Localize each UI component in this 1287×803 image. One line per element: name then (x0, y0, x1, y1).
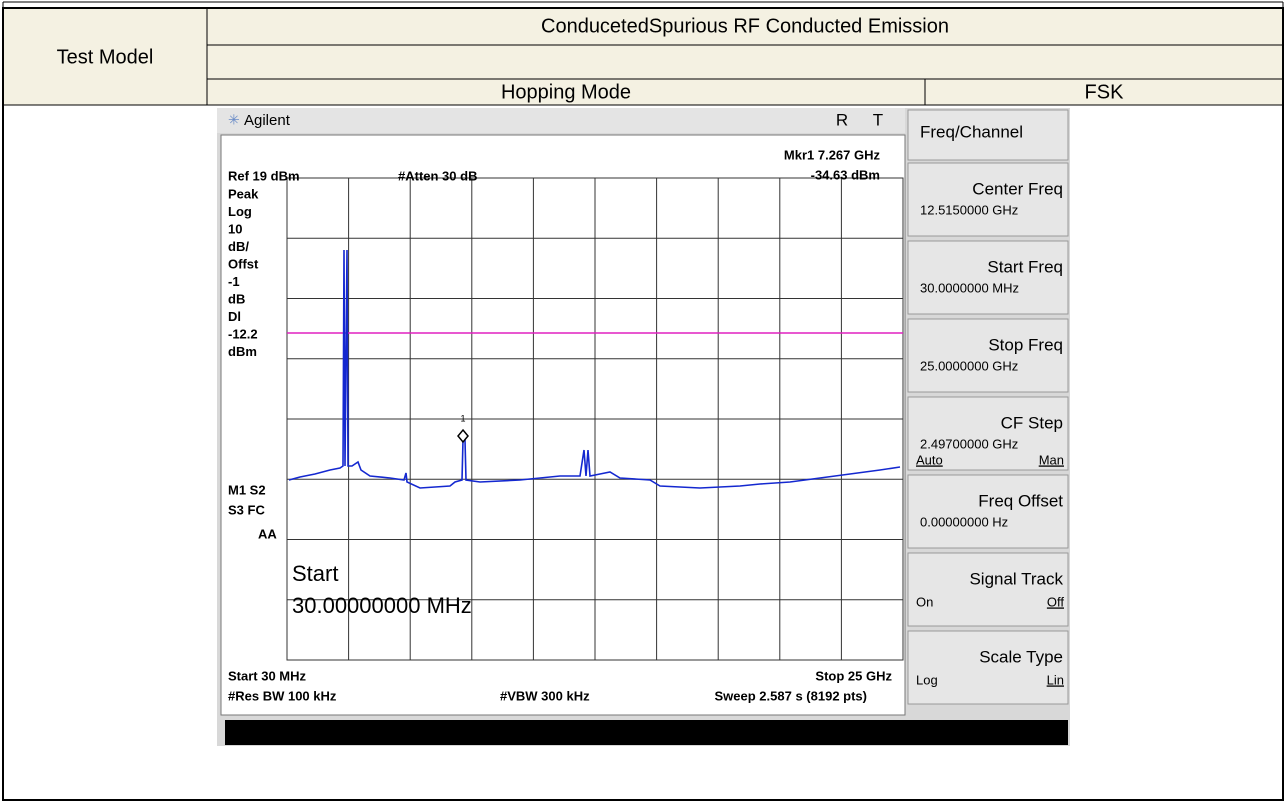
softkey (907, 396, 1069, 471)
status: R (836, 110, 848, 129)
cell (207, 9, 1282, 105)
softkey (907, 630, 1069, 705)
softkey-value: 30.0000000 MHz (920, 280, 1019, 295)
logo: ✳ (228, 112, 240, 128)
start-annotation: 30.00000000 MHz (292, 593, 472, 618)
start-annotation: Start (292, 561, 338, 586)
softkey-option: On (916, 594, 933, 609)
left-labels: Peak Log 10 dB/Offst -1 dB Dl -12.2 dBm M1 S2 S3 F… (228, 186, 277, 541)
marker: Mkr1 7.267 GHz (784, 147, 881, 162)
left-label: dB (228, 291, 245, 306)
status: T (873, 110, 883, 129)
stop: Stop 25 GHz (815, 668, 892, 683)
start: Start 30 MHz (228, 668, 307, 683)
status-bar (225, 720, 1068, 745)
softkey-label: Freq Offset (978, 491, 1063, 510)
display (220, 134, 906, 716)
grid (286, 177, 904, 661)
left-label: Offst (228, 256, 259, 271)
softkey-option: Log (916, 672, 938, 687)
brand: Agilent (244, 112, 291, 129)
softkey-label: Center Freq (972, 179, 1063, 198)
softkey-title: Freq/Channel (920, 122, 1023, 141)
mode-label: M1 S2 (228, 482, 266, 497)
softkey-option: Man (1039, 452, 1064, 467)
softkey-option: Lin (1047, 672, 1064, 687)
mode-label: S3 FC (228, 502, 265, 517)
softkey-value: 25.0000000 GHz (920, 358, 1018, 373)
softkey-option: Auto (916, 452, 943, 467)
mode: Hopping Mode (501, 81, 631, 103)
sweep: Sweep 2.587 s (8192 pts) (715, 688, 867, 703)
rbw: #Res BW 100 kHz (228, 688, 337, 703)
left-label: dB/ (228, 239, 249, 254)
left-label: Peak (228, 186, 259, 201)
softkey (907, 552, 1069, 627)
left-label: -12.2 (228, 326, 258, 341)
softkey-label: Scale Type (979, 647, 1063, 666)
softkey (907, 162, 1069, 237)
analyzer-screen: ✳ Agilent R T Mkr1 7.267 GHz -34.63 dBm … (217, 108, 1070, 746)
softkey-label: Start Freq (987, 257, 1063, 276)
softkey (907, 318, 1069, 393)
left-label: Log (228, 204, 252, 219)
softkeys: Center Freq 12.5150000 GHz Start Freq 30.00… (907, 162, 1069, 705)
atten: #Atten 30 dB (398, 168, 477, 183)
softkey (907, 240, 1069, 315)
softkey-value: 12.5150000 GHz (920, 202, 1018, 217)
softkey-label: CF Step (1001, 413, 1063, 432)
softkey-option: Off (1047, 594, 1064, 609)
softkey (907, 474, 1069, 549)
top-bar (217, 108, 905, 133)
modulation: FSK (1085, 81, 1125, 103)
cell (4, 9, 207, 105)
left-label: 10 (228, 221, 242, 236)
softkey-title-box (907, 109, 1069, 161)
mode-label: AA (258, 526, 277, 541)
marker-number: 1 (460, 413, 465, 423)
left-label: Dl (228, 309, 241, 324)
softkey-value: 0.00000000 Hz (920, 514, 1008, 529)
marker-level: -34.63 dBm (811, 167, 880, 182)
softkey-value: 2.49700000 GHz (920, 436, 1018, 451)
softkey-label: Stop Freq (988, 335, 1063, 354)
vbw: #VBW 300 kHz (500, 688, 590, 703)
softkey-label: Signal Track (969, 569, 1063, 588)
marker-symbol (457, 428, 469, 444)
title: ConducetedSpurious RF Conducted Emission (541, 15, 949, 37)
left-label: -1 (228, 274, 240, 289)
ref: Ref 19 dBm (228, 168, 300, 183)
test-model: Test Model (57, 46, 154, 68)
left-label: dBm (228, 344, 257, 359)
